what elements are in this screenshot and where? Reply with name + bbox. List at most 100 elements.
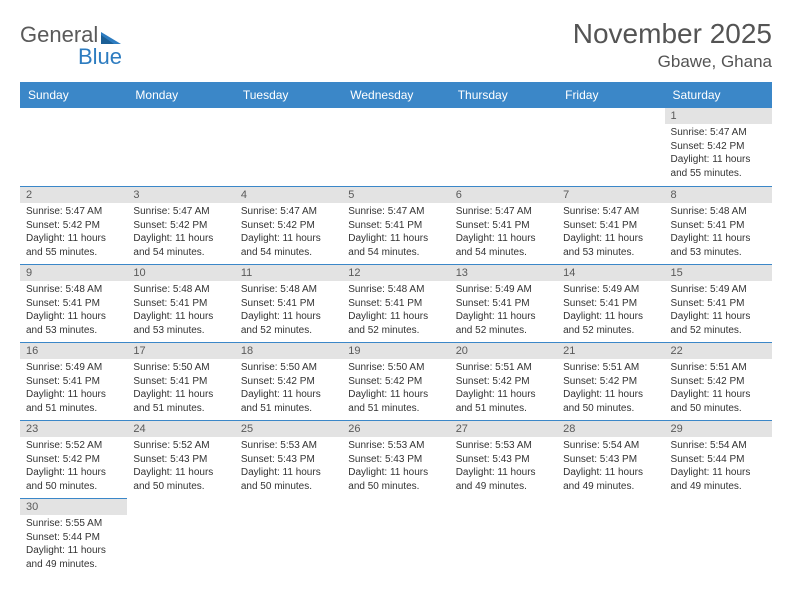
day-details: Sunrise: 5:53 AMSunset: 5:43 PMDaylight:… bbox=[235, 437, 342, 497]
day-details: Sunrise: 5:53 AMSunset: 5:43 PMDaylight:… bbox=[450, 437, 557, 497]
calendar-cell bbox=[235, 108, 342, 186]
day-number: 1 bbox=[665, 108, 772, 124]
calendar-cell: 4Sunrise: 5:47 AMSunset: 5:42 PMDaylight… bbox=[235, 186, 342, 264]
calendar-cell: 16Sunrise: 5:49 AMSunset: 5:41 PMDayligh… bbox=[20, 342, 127, 420]
day-header: Monday bbox=[127, 82, 234, 108]
calendar-cell: 20Sunrise: 5:51 AMSunset: 5:42 PMDayligh… bbox=[450, 342, 557, 420]
calendar-cell: 23Sunrise: 5:52 AMSunset: 5:42 PMDayligh… bbox=[20, 420, 127, 498]
calendar-cell: 25Sunrise: 5:53 AMSunset: 5:43 PMDayligh… bbox=[235, 420, 342, 498]
calendar-cell bbox=[557, 498, 664, 584]
day-details: Sunrise: 5:47 AMSunset: 5:41 PMDaylight:… bbox=[342, 203, 449, 263]
day-details: Sunrise: 5:48 AMSunset: 5:41 PMDaylight:… bbox=[665, 203, 772, 263]
day-header: Sunday bbox=[20, 82, 127, 108]
day-header: Tuesday bbox=[235, 82, 342, 108]
day-details: Sunrise: 5:51 AMSunset: 5:42 PMDaylight:… bbox=[450, 359, 557, 419]
day-number: 18 bbox=[235, 342, 342, 359]
calendar-cell bbox=[127, 108, 234, 186]
day-number: 26 bbox=[342, 420, 449, 437]
page-header: GeneralBlue November 2025 Gbawe, Ghana bbox=[20, 18, 772, 72]
day-number: 28 bbox=[557, 420, 664, 437]
day-number: 8 bbox=[665, 186, 772, 203]
day-number: 11 bbox=[235, 264, 342, 281]
calendar-week: 2Sunrise: 5:47 AMSunset: 5:42 PMDaylight… bbox=[20, 186, 772, 264]
calendar-cell: 29Sunrise: 5:54 AMSunset: 5:44 PMDayligh… bbox=[665, 420, 772, 498]
day-details: Sunrise: 5:52 AMSunset: 5:43 PMDaylight:… bbox=[127, 437, 234, 497]
day-details: Sunrise: 5:51 AMSunset: 5:42 PMDaylight:… bbox=[665, 359, 772, 419]
calendar-cell: 7Sunrise: 5:47 AMSunset: 5:41 PMDaylight… bbox=[557, 186, 664, 264]
day-header-row: Sunday Monday Tuesday Wednesday Thursday… bbox=[20, 82, 772, 108]
day-details: Sunrise: 5:48 AMSunset: 5:41 PMDaylight:… bbox=[342, 281, 449, 341]
calendar-cell bbox=[450, 108, 557, 186]
day-number: 2 bbox=[20, 186, 127, 203]
calendar-cell: 9Sunrise: 5:48 AMSunset: 5:41 PMDaylight… bbox=[20, 264, 127, 342]
day-number: 27 bbox=[450, 420, 557, 437]
calendar-cell: 12Sunrise: 5:48 AMSunset: 5:41 PMDayligh… bbox=[342, 264, 449, 342]
calendar-week: 30Sunrise: 5:55 AMSunset: 5:44 PMDayligh… bbox=[20, 498, 772, 584]
day-details: Sunrise: 5:47 AMSunset: 5:42 PMDaylight:… bbox=[665, 124, 772, 184]
day-number: 24 bbox=[127, 420, 234, 437]
calendar-cell: 26Sunrise: 5:53 AMSunset: 5:43 PMDayligh… bbox=[342, 420, 449, 498]
day-details: Sunrise: 5:48 AMSunset: 5:41 PMDaylight:… bbox=[20, 281, 127, 341]
calendar-week: 9Sunrise: 5:48 AMSunset: 5:41 PMDaylight… bbox=[20, 264, 772, 342]
day-number: 23 bbox=[20, 420, 127, 437]
calendar-cell: 19Sunrise: 5:50 AMSunset: 5:42 PMDayligh… bbox=[342, 342, 449, 420]
calendar-cell bbox=[20, 108, 127, 186]
day-details: Sunrise: 5:49 AMSunset: 5:41 PMDaylight:… bbox=[557, 281, 664, 341]
calendar-cell: 15Sunrise: 5:49 AMSunset: 5:41 PMDayligh… bbox=[665, 264, 772, 342]
calendar-cell: 10Sunrise: 5:48 AMSunset: 5:41 PMDayligh… bbox=[127, 264, 234, 342]
day-details: Sunrise: 5:47 AMSunset: 5:42 PMDaylight:… bbox=[127, 203, 234, 263]
day-number: 16 bbox=[20, 342, 127, 359]
calendar-cell bbox=[127, 498, 234, 584]
day-number: 22 bbox=[665, 342, 772, 359]
day-header: Thursday bbox=[450, 82, 557, 108]
day-details: Sunrise: 5:54 AMSunset: 5:43 PMDaylight:… bbox=[557, 437, 664, 497]
calendar-cell: 24Sunrise: 5:52 AMSunset: 5:43 PMDayligh… bbox=[127, 420, 234, 498]
day-details: Sunrise: 5:55 AMSunset: 5:44 PMDaylight:… bbox=[20, 515, 127, 575]
calendar-cell bbox=[235, 498, 342, 584]
day-number: 19 bbox=[342, 342, 449, 359]
calendar-cell: 30Sunrise: 5:55 AMSunset: 5:44 PMDayligh… bbox=[20, 498, 127, 584]
calendar-cell bbox=[342, 108, 449, 186]
calendar-cell: 3Sunrise: 5:47 AMSunset: 5:42 PMDaylight… bbox=[127, 186, 234, 264]
calendar-cell: 5Sunrise: 5:47 AMSunset: 5:41 PMDaylight… bbox=[342, 186, 449, 264]
calendar-cell: 18Sunrise: 5:50 AMSunset: 5:42 PMDayligh… bbox=[235, 342, 342, 420]
brand-logo: GeneralBlue bbox=[20, 18, 122, 68]
calendar-cell bbox=[665, 498, 772, 584]
day-number: 20 bbox=[450, 342, 557, 359]
day-details: Sunrise: 5:47 AMSunset: 5:42 PMDaylight:… bbox=[20, 203, 127, 263]
day-details: Sunrise: 5:50 AMSunset: 5:41 PMDaylight:… bbox=[127, 359, 234, 419]
day-number: 3 bbox=[127, 186, 234, 203]
day-number: 4 bbox=[235, 186, 342, 203]
day-number: 21 bbox=[557, 342, 664, 359]
day-details: Sunrise: 5:47 AMSunset: 5:41 PMDaylight:… bbox=[557, 203, 664, 263]
calendar-cell bbox=[557, 108, 664, 186]
calendar-week: 16Sunrise: 5:49 AMSunset: 5:41 PMDayligh… bbox=[20, 342, 772, 420]
day-number: 9 bbox=[20, 264, 127, 281]
calendar-cell: 17Sunrise: 5:50 AMSunset: 5:41 PMDayligh… bbox=[127, 342, 234, 420]
calendar-table: Sunday Monday Tuesday Wednesday Thursday… bbox=[20, 82, 772, 584]
day-details: Sunrise: 5:50 AMSunset: 5:42 PMDaylight:… bbox=[342, 359, 449, 419]
day-details: Sunrise: 5:54 AMSunset: 5:44 PMDaylight:… bbox=[665, 437, 772, 497]
calendar-cell: 14Sunrise: 5:49 AMSunset: 5:41 PMDayligh… bbox=[557, 264, 664, 342]
calendar-cell: 28Sunrise: 5:54 AMSunset: 5:43 PMDayligh… bbox=[557, 420, 664, 498]
day-details: Sunrise: 5:53 AMSunset: 5:43 PMDaylight:… bbox=[342, 437, 449, 497]
day-details: Sunrise: 5:49 AMSunset: 5:41 PMDaylight:… bbox=[665, 281, 772, 341]
day-number: 5 bbox=[342, 186, 449, 203]
day-number: 14 bbox=[557, 264, 664, 281]
day-number: 13 bbox=[450, 264, 557, 281]
day-number: 12 bbox=[342, 264, 449, 281]
calendar-cell: 13Sunrise: 5:49 AMSunset: 5:41 PMDayligh… bbox=[450, 264, 557, 342]
day-details: Sunrise: 5:51 AMSunset: 5:42 PMDaylight:… bbox=[557, 359, 664, 419]
location: Gbawe, Ghana bbox=[573, 52, 772, 72]
day-details: Sunrise: 5:52 AMSunset: 5:42 PMDaylight:… bbox=[20, 437, 127, 497]
calendar-cell bbox=[342, 498, 449, 584]
calendar-cell: 22Sunrise: 5:51 AMSunset: 5:42 PMDayligh… bbox=[665, 342, 772, 420]
calendar-week: 23Sunrise: 5:52 AMSunset: 5:42 PMDayligh… bbox=[20, 420, 772, 498]
day-details: Sunrise: 5:48 AMSunset: 5:41 PMDaylight:… bbox=[127, 281, 234, 341]
day-details: Sunrise: 5:49 AMSunset: 5:41 PMDaylight:… bbox=[450, 281, 557, 341]
day-number: 30 bbox=[20, 498, 127, 515]
calendar-cell: 27Sunrise: 5:53 AMSunset: 5:43 PMDayligh… bbox=[450, 420, 557, 498]
day-details: Sunrise: 5:50 AMSunset: 5:42 PMDaylight:… bbox=[235, 359, 342, 419]
calendar-cell: 11Sunrise: 5:48 AMSunset: 5:41 PMDayligh… bbox=[235, 264, 342, 342]
calendar-week: 1Sunrise: 5:47 AMSunset: 5:42 PMDaylight… bbox=[20, 108, 772, 186]
